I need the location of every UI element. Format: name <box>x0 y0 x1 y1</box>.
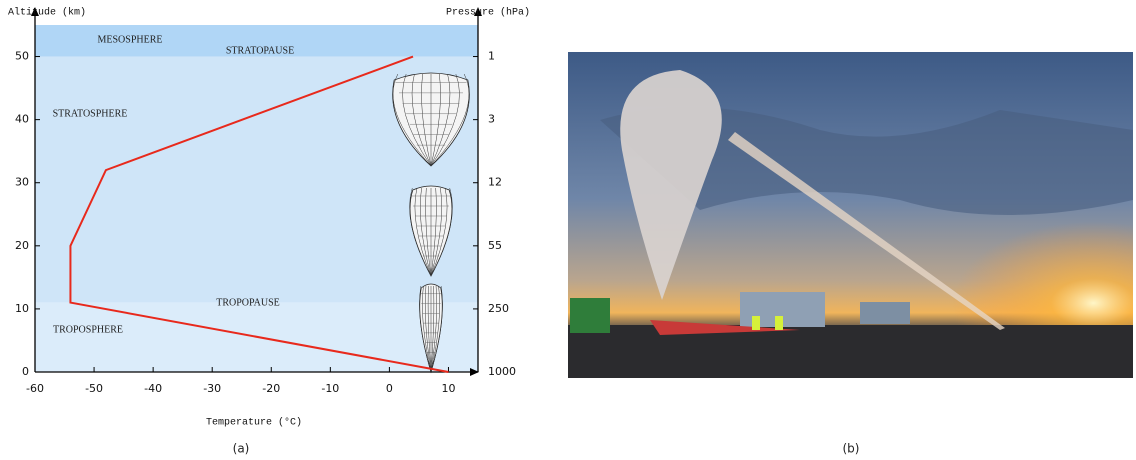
x-tick-label: -30 <box>203 382 221 395</box>
balloon-mesh <box>430 187 437 277</box>
balloon-mesh <box>421 73 432 167</box>
axis-arrow <box>31 7 39 16</box>
x-tick-label: -40 <box>144 382 162 395</box>
x-axis-label: Temperature (°C) <box>206 417 302 429</box>
boundary-label: TROPOPAUSE <box>216 297 280 308</box>
y-tick-label: 0 <box>22 365 29 378</box>
temperature-line <box>69 55 449 373</box>
y-tick-label: 20 <box>15 239 29 252</box>
plot: MESOSPHERE STRATOSPHERE TROPOSPHERE STRATOP… <box>8 7 530 429</box>
balloon-mesh <box>430 285 438 373</box>
y2-tick-label: 55 <box>488 239 502 252</box>
balloon-mesh <box>424 285 432 373</box>
y-axis-label: Altitude (km) <box>8 7 86 19</box>
y-tick-label: 40 <box>15 113 29 126</box>
y2-tick-label: 1000 <box>488 365 516 378</box>
balloon-illustration <box>409 185 453 277</box>
boundary-label: STRATOPAUSE <box>226 45 294 56</box>
y2-tick-label: 12 <box>488 176 502 189</box>
y-tick-label: 10 <box>15 302 29 315</box>
y-tick-label: 50 <box>15 50 29 63</box>
y2-tick-label: 1 <box>488 50 495 63</box>
x-tick-label: -10 <box>321 382 339 395</box>
balloon-mesh <box>402 73 432 167</box>
balloon-mesh <box>430 187 448 277</box>
photo <box>568 52 1133 378</box>
balloon-mesh <box>430 73 441 167</box>
balloon-mesh <box>430 73 451 167</box>
balloon-mesh <box>430 73 460 167</box>
balloon-mesh <box>425 187 432 277</box>
balloon-mesh <box>419 285 432 373</box>
region-label: MESOSPHERE <box>97 34 162 45</box>
balloon-mesh <box>430 187 442 277</box>
y2-tick-label: 3 <box>488 113 495 126</box>
balloon-mesh <box>427 285 432 373</box>
y-tick-label: 30 <box>15 176 29 189</box>
x-tick-label: -20 <box>262 382 280 395</box>
balloon-illustration <box>392 72 470 167</box>
balloon-mesh <box>414 187 432 277</box>
balloon-mesh <box>409 187 432 277</box>
axis-arrow <box>474 7 482 16</box>
balloon-mesh <box>430 285 435 373</box>
balloon-mesh <box>430 285 440 373</box>
balloon-mesh <box>420 187 432 277</box>
caption: (b) <box>843 442 860 456</box>
x-tick-label: -60 <box>26 382 44 395</box>
x-tick-label: 10 <box>441 382 455 395</box>
balloon-mesh <box>411 73 432 167</box>
x-tick-label: -50 <box>85 382 103 395</box>
balloon-mesh <box>430 285 443 373</box>
caption: (a) <box>233 442 250 456</box>
y2-axis-label: Pressure (hPa) <box>446 7 530 19</box>
balloon-mesh <box>430 73 470 167</box>
region-band <box>35 25 478 57</box>
balloon-mesh <box>422 285 432 373</box>
region-label: STRATOSPHERE <box>53 108 128 119</box>
region-label: TROPOSPHERE <box>53 324 123 335</box>
balloon-mesh <box>430 187 453 277</box>
balloon-illustration <box>419 283 443 374</box>
x-tick-label: 0 <box>386 382 393 395</box>
balloon-mesh <box>392 73 432 167</box>
y2-tick-label: 250 <box>488 302 509 315</box>
